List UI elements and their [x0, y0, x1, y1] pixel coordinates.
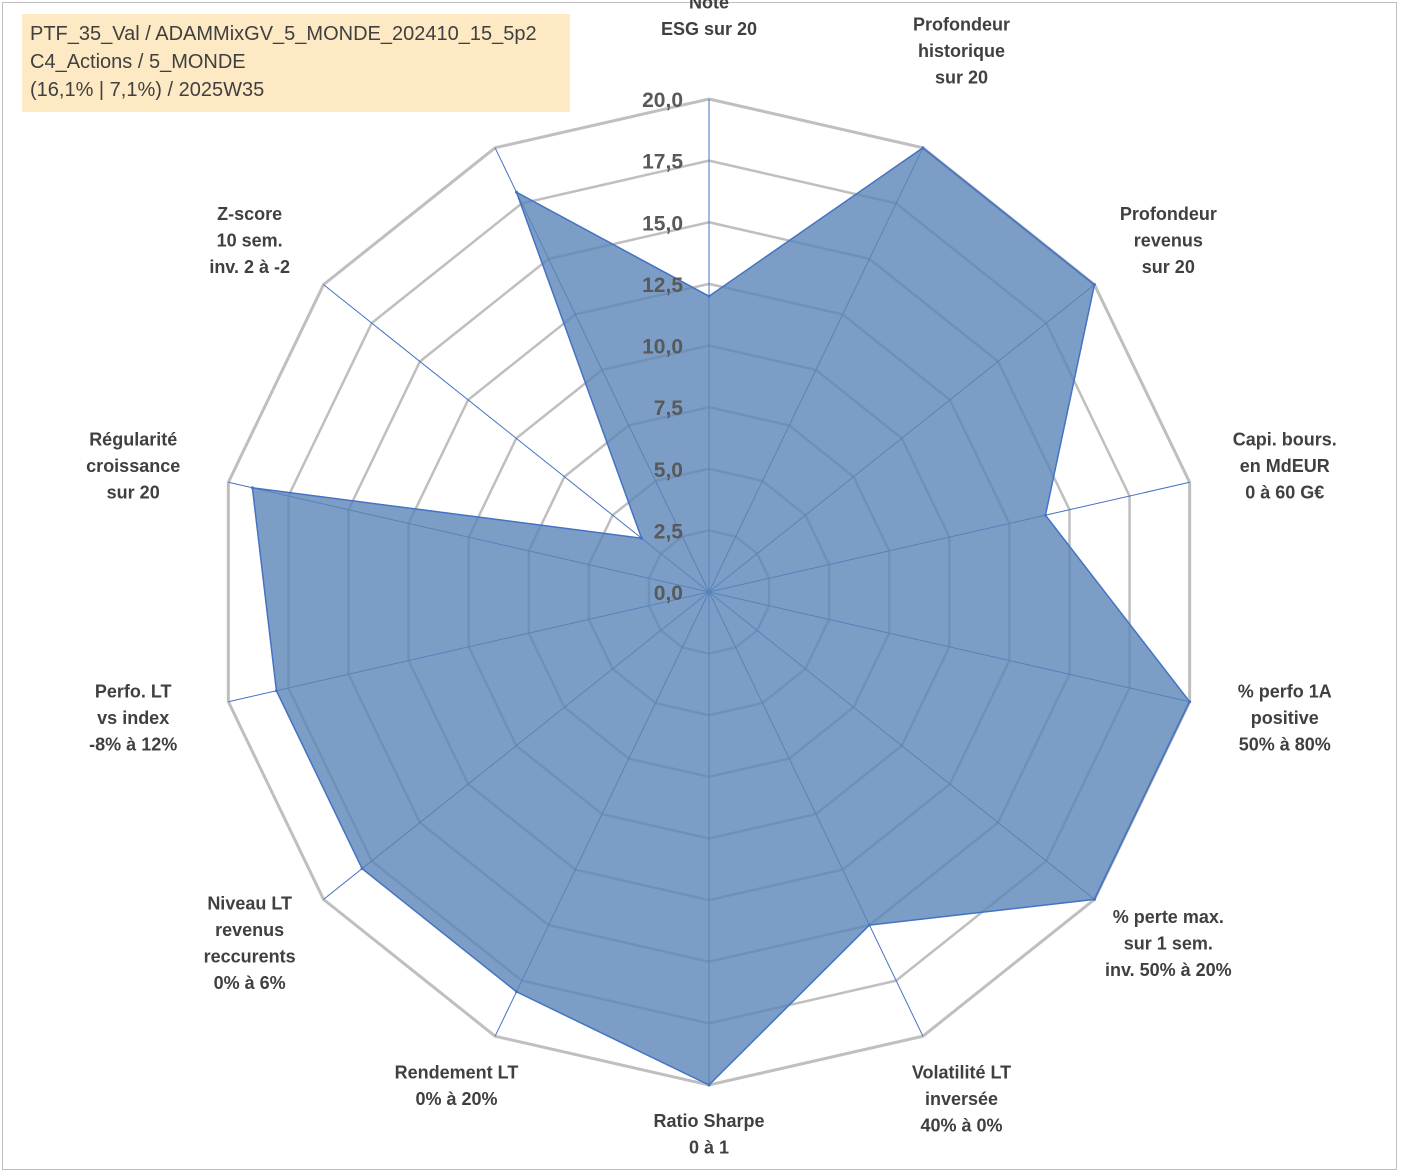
data-point: [250, 486, 254, 490]
title-line-3: (16,1% | 7,1%) / 2025W35: [30, 79, 265, 101]
axis-label: 10 sem.: [217, 231, 283, 251]
axis-label: Note: [689, 0, 729, 13]
data-point: [921, 146, 925, 150]
axis-label: Ratio Sharpe: [653, 1111, 764, 1131]
tick-label: 12,5: [642, 274, 683, 297]
axis-label: inv. 2 à -2: [209, 257, 290, 277]
data-point: [1092, 283, 1096, 287]
axis-label: 0 à 1: [689, 1138, 729, 1158]
axis-label: revenus: [1134, 231, 1203, 251]
data-point: [360, 867, 364, 871]
axis-label: Régularité: [89, 429, 177, 449]
axis-label: -8% à 12%: [89, 735, 177, 755]
tick-label: 5,0: [654, 459, 683, 482]
axis-label: 0 à 60 G€: [1245, 482, 1324, 502]
tick-label: 7,5: [654, 397, 684, 420]
axis-label: vs index: [97, 708, 169, 728]
axis-label: inversée: [925, 1089, 998, 1109]
data-point: [1043, 513, 1047, 517]
axis-label: sur 20: [107, 482, 160, 502]
axis-label: 40% à 0%: [920, 1116, 1002, 1136]
axis-label: sur 20: [935, 67, 988, 87]
axis-label: Z-score: [217, 204, 282, 224]
series-area: [251, 146, 1191, 1086]
axis-label: 0% à 20%: [415, 1089, 497, 1109]
data-point: [514, 990, 518, 994]
tick-label: 15,0: [642, 212, 683, 235]
tick-label: 0,0: [654, 582, 683, 605]
axis-label: Niveau LT: [207, 894, 292, 914]
axis-label: % perfo 1A: [1238, 682, 1332, 702]
axis-label: inv. 50% à 20%: [1105, 960, 1232, 980]
title-box: PTF_35_Val / ADAMMixGV_5_MONDE_202410_15…: [22, 14, 570, 112]
data-point: [1092, 897, 1096, 901]
axis-label: ESG sur 20: [661, 19, 757, 39]
axis-label: en MdEUR: [1240, 456, 1330, 476]
axis-label: sur 20: [1142, 257, 1195, 277]
tick-label: 17,5: [642, 151, 683, 174]
axis-label: 0% à 6%: [214, 973, 286, 993]
axis-label: revenus: [215, 920, 284, 940]
data-point: [1188, 700, 1192, 704]
axis-label: Capi. bours.: [1233, 429, 1337, 449]
data-point: [867, 923, 871, 927]
axis-label: Profondeur: [1120, 204, 1217, 224]
data-point: [707, 1083, 711, 1087]
data-point: [640, 536, 644, 540]
tick-label: 10,0: [642, 336, 683, 359]
axis-label: croissance: [86, 456, 180, 476]
axis-label: historique: [918, 41, 1005, 61]
tick-label: 20,0: [642, 89, 683, 112]
axis-label: positive: [1251, 708, 1319, 728]
axis-label: sur 1 sem.: [1124, 933, 1213, 953]
axis-label: Rendement LT: [395, 1063, 519, 1083]
axis-label: 50% à 80%: [1239, 735, 1331, 755]
title-line-1: PTF_35_Val / ADAMMixGV_5_MONDE_202410_15…: [30, 23, 537, 45]
axis-label: % perte max.: [1113, 907, 1224, 927]
axis-label: Perfo. LT: [95, 682, 172, 702]
axis-label: Profondeur: [913, 14, 1010, 34]
data-point: [707, 294, 711, 298]
data-point: [274, 689, 278, 693]
axis-label: reccurents: [204, 947, 296, 967]
axis-label: Volatilité LT: [912, 1063, 1011, 1083]
data-point: [514, 190, 518, 194]
title-line-2: C4_Actions / 5_MONDE: [30, 51, 246, 73]
radar-tick-labels: 0,0 2,5 5,0 7,5 10,0 12,5 15,0 17,5 20,0: [642, 89, 683, 605]
tick-label: 2,5: [654, 520, 684, 543]
radar-series: [250, 146, 1192, 1087]
